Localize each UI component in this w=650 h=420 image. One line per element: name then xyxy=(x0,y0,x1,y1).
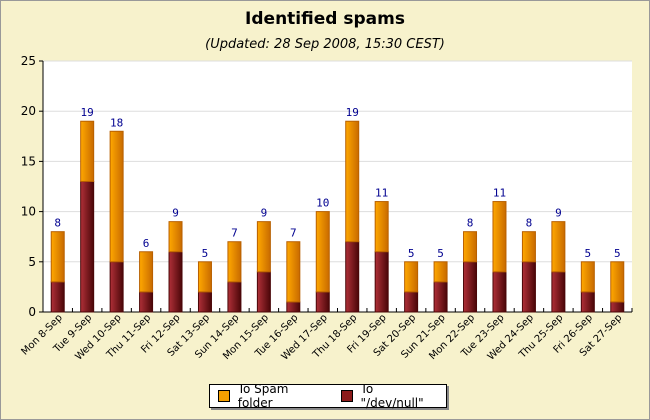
bar-spam-folder xyxy=(610,261,625,303)
legend-item-spam-folder: To Spam folder xyxy=(218,382,325,410)
bar-spam-folder xyxy=(315,211,330,293)
plot-area xyxy=(43,61,632,312)
data-label: 9 xyxy=(261,207,268,220)
chart-title: Identified spams xyxy=(245,9,405,29)
data-label: 5 xyxy=(408,247,415,260)
data-label: 5 xyxy=(614,247,621,260)
bar-spam-folder xyxy=(168,221,183,253)
data-label: 18 xyxy=(110,116,123,129)
bar-spam-folder xyxy=(374,201,389,253)
data-label: 5 xyxy=(585,247,592,260)
y-tick-label: 0 xyxy=(28,305,36,319)
data-label: 11 xyxy=(375,187,388,200)
bar-spam-folder xyxy=(463,231,478,263)
bar-dev-null xyxy=(109,261,124,313)
bar-spam-folder xyxy=(286,241,301,303)
data-label: 7 xyxy=(231,227,238,240)
data-label: 9 xyxy=(555,207,562,220)
bar-spam-folder xyxy=(256,221,271,273)
data-label: 5 xyxy=(202,247,209,260)
bar-spam-folder xyxy=(433,261,448,283)
bar-dev-null xyxy=(463,261,478,313)
bar-spam-folder xyxy=(139,251,154,293)
bar-spam-folder xyxy=(551,221,566,273)
legend-label-dev-null: To "/dev/null" xyxy=(360,382,424,410)
data-label: 11 xyxy=(493,187,506,200)
legend-item-dev-null: To "/dev/null" xyxy=(340,382,438,410)
bar-dev-null xyxy=(50,281,65,313)
bar-dev-null xyxy=(345,241,360,313)
bar-spam-folder xyxy=(227,241,242,283)
y-tick-label: 5 xyxy=(28,255,36,269)
bar-dev-null xyxy=(580,291,595,313)
bar-spam-folder xyxy=(521,231,536,263)
bar-spam-folder xyxy=(345,120,360,243)
bar-spam-folder xyxy=(580,261,595,293)
y-tick-label: 15 xyxy=(21,154,36,168)
bar-dev-null xyxy=(610,301,625,313)
y-tick-label: 10 xyxy=(21,205,36,219)
bar-dev-null xyxy=(168,251,183,313)
chart-subtitle: (Updated: 28 Sep 2008, 15:30 CEST) xyxy=(205,37,445,52)
y-tick-label: 20 xyxy=(21,104,36,118)
data-label: 7 xyxy=(290,227,297,240)
bar-dev-null xyxy=(521,261,536,313)
bar-spam-folder xyxy=(404,261,419,293)
bar-spam-folder xyxy=(50,231,65,283)
bar-spam-folder xyxy=(80,120,95,182)
bar-dev-null xyxy=(433,281,448,313)
bar-dev-null xyxy=(80,180,95,313)
data-label: 8 xyxy=(526,217,533,230)
data-label: 10 xyxy=(316,197,329,210)
data-label: 8 xyxy=(54,217,61,230)
bar-dev-null xyxy=(492,271,507,313)
data-label: 19 xyxy=(81,106,94,119)
legend-swatch-dev-null xyxy=(340,390,353,402)
legend-label-spam-folder: To Spam folder xyxy=(237,382,289,410)
bar-dev-null xyxy=(286,301,301,313)
data-label: 5 xyxy=(437,247,444,260)
data-label: 8 xyxy=(467,217,474,230)
data-label: 19 xyxy=(346,106,359,119)
data-label: 6 xyxy=(143,237,150,250)
bar-spam-folder xyxy=(492,201,507,273)
legend: To Spam folder To "/dev/null" xyxy=(209,382,447,410)
y-tick-label: 25 xyxy=(21,54,36,68)
bar-dev-null xyxy=(315,291,330,313)
bar-dev-null xyxy=(551,271,566,313)
bar-dev-null xyxy=(227,281,242,313)
bar-dev-null xyxy=(374,251,389,313)
bar-dev-null xyxy=(197,291,212,313)
bar-spam-folder xyxy=(197,261,212,293)
data-label: 9 xyxy=(172,207,179,220)
legend-swatch-spam-folder xyxy=(218,390,230,402)
bar-dev-null xyxy=(404,291,419,313)
bar-dev-null xyxy=(139,291,154,313)
bar-spam-folder xyxy=(109,130,124,263)
bar-dev-null xyxy=(256,271,271,313)
